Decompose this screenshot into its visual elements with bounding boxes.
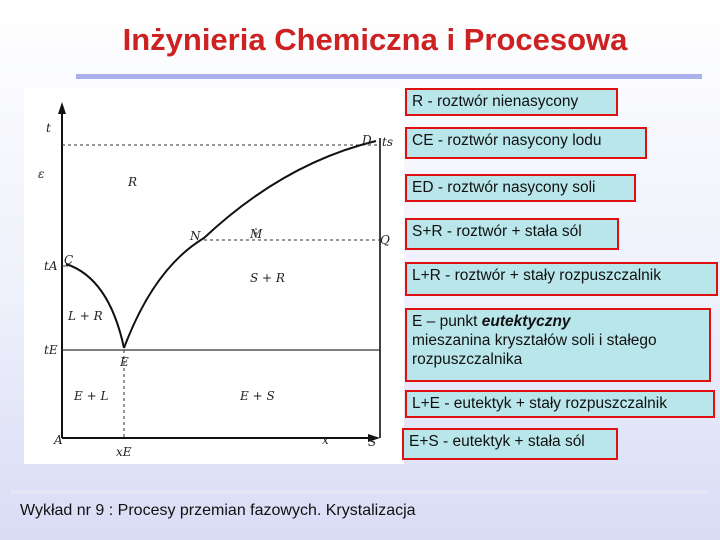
legend-eutectic-line2: mieszanina kryształów soli i stałego	[412, 332, 657, 349]
region-lr-label: L + R	[67, 309, 103, 323]
point-n-label: N	[189, 229, 201, 243]
point-a-label: A	[53, 433, 63, 447]
tick-xe-label: xE	[116, 445, 132, 459]
legend-item-sr: S+R - roztwór + stała sól	[405, 218, 619, 250]
axis-t-label: t	[46, 121, 51, 135]
axis-x-label: x	[322, 433, 329, 447]
point-q-label: Q	[380, 233, 390, 247]
region-el-label: E + L	[73, 389, 108, 403]
point-e-label: E	[119, 355, 129, 369]
legend-item-le: L+E - eutektyk + stały rozpuszczalnik	[405, 390, 715, 418]
legend-item-eutectic: E – punkt eutektyczny mieszanina kryszta…	[405, 308, 711, 382]
legend-eutectic-emphasis: eutektyczny	[481, 313, 571, 330]
footer-divider	[10, 490, 708, 494]
region-sr-label: S + R	[250, 271, 285, 285]
legend-text: E+S - eutektyk + stała sól	[409, 433, 585, 450]
curve-ed	[123, 140, 377, 349]
x-axis-arrow	[368, 434, 380, 442]
slide-title: Inżynieria Chemiczna i Procesowa	[122, 22, 628, 57]
tick-ts-label: ts	[382, 135, 393, 149]
legend-item-r: R - roztwór nienasycony	[405, 88, 618, 116]
legend-eutectic-prefix: E – punkt	[412, 313, 482, 330]
legend-eutectic-line3: rozpuszczalnika	[412, 351, 523, 368]
lecture-footer: Wykład nr 9 : Procesy przemian fazowych.…	[20, 502, 416, 519]
region-es-label: E + S	[239, 389, 275, 403]
tick-te-label: tE	[44, 343, 58, 357]
legend-text: CE - roztwór nasycony lodu	[412, 132, 602, 149]
legend-item-ce: CE - roztwór nasycony lodu	[405, 127, 647, 159]
legend-item-lr: L+R - roztwór + stały rozpuszczalnik	[405, 262, 718, 296]
phase-diagram-svg: t ε C tA tE E N M Q D ts A xE x S R S + …	[38, 102, 393, 459]
legend-text: S+R - roztwór + stała sól	[412, 223, 582, 240]
tick-ta-label: tA	[44, 259, 58, 273]
legend-text: L+R - roztwór + stały rozpuszczalnik	[412, 267, 661, 284]
point-m-label: M	[249, 227, 263, 241]
small-mark-label: ε	[38, 167, 44, 181]
curve-ce	[65, 263, 125, 349]
phase-diagram: t ε C tA tE E N M Q D ts A xE x S R S + …	[24, 88, 404, 464]
title-divider	[76, 74, 702, 79]
region-r-label: R	[127, 175, 137, 189]
point-s-label: S	[368, 435, 376, 449]
legend-text: ED - roztwór nasycony soli	[412, 179, 596, 196]
legend-item-es: E+S - eutektyk + stała sól	[402, 428, 618, 460]
legend-text: R - roztwór nienasycony	[412, 93, 579, 110]
point-c-label: C	[64, 253, 73, 267]
point-d-label: D	[361, 133, 372, 147]
legend-text: L+E - eutektyk + stały rozpuszczalnik	[412, 395, 668, 412]
t-axis-arrow	[58, 102, 66, 114]
legend-item-ed: ED - roztwór nasycony soli	[405, 174, 636, 202]
